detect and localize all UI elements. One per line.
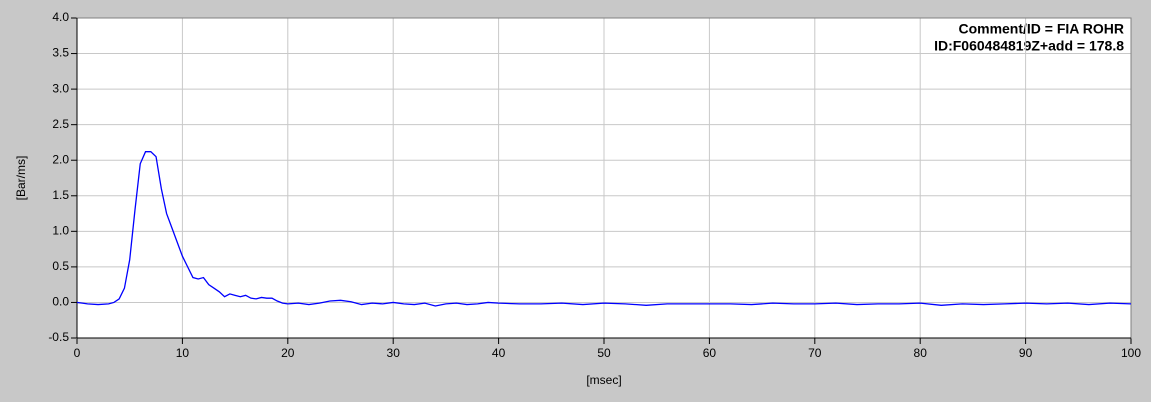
annotation: Comment/ID = FIA ROHR <box>958 21 1124 37</box>
x-axis-label: [msec] <box>586 373 621 387</box>
y-tick-label: 3.5 <box>52 46 69 60</box>
y-tick-label: -0.5 <box>48 330 69 344</box>
y-tick-label: 2.5 <box>52 117 69 131</box>
y-tick-label: 4.0 <box>52 10 69 24</box>
x-tick-label: 70 <box>808 346 822 360</box>
y-tick-label: 1.0 <box>52 224 69 238</box>
x-tick-label: 20 <box>281 346 295 360</box>
x-tick-label: 100 <box>1121 346 1141 360</box>
x-tick-label: 0 <box>74 346 81 360</box>
y-tick-label: 2.0 <box>52 152 69 166</box>
y-axis-label: [Bar/ms] <box>14 156 28 201</box>
y-tick-label: 3.0 <box>52 81 69 95</box>
y-tick-label: 1.5 <box>52 188 69 202</box>
x-tick-label: 80 <box>914 346 928 360</box>
y-tick-label: 0.0 <box>52 295 69 309</box>
y-tick-label: 0.5 <box>52 259 69 273</box>
x-tick-label: 30 <box>387 346 401 360</box>
x-tick-label: 60 <box>703 346 717 360</box>
annotation: ID:F060484819Z+add = 178.8 <box>934 38 1124 54</box>
data-line <box>76 151 1132 307</box>
x-tick-label: 90 <box>1019 346 1033 360</box>
x-tick-label: 50 <box>597 346 611 360</box>
x-tick-label: 10 <box>176 346 190 360</box>
x-tick-label: 40 <box>492 346 506 360</box>
